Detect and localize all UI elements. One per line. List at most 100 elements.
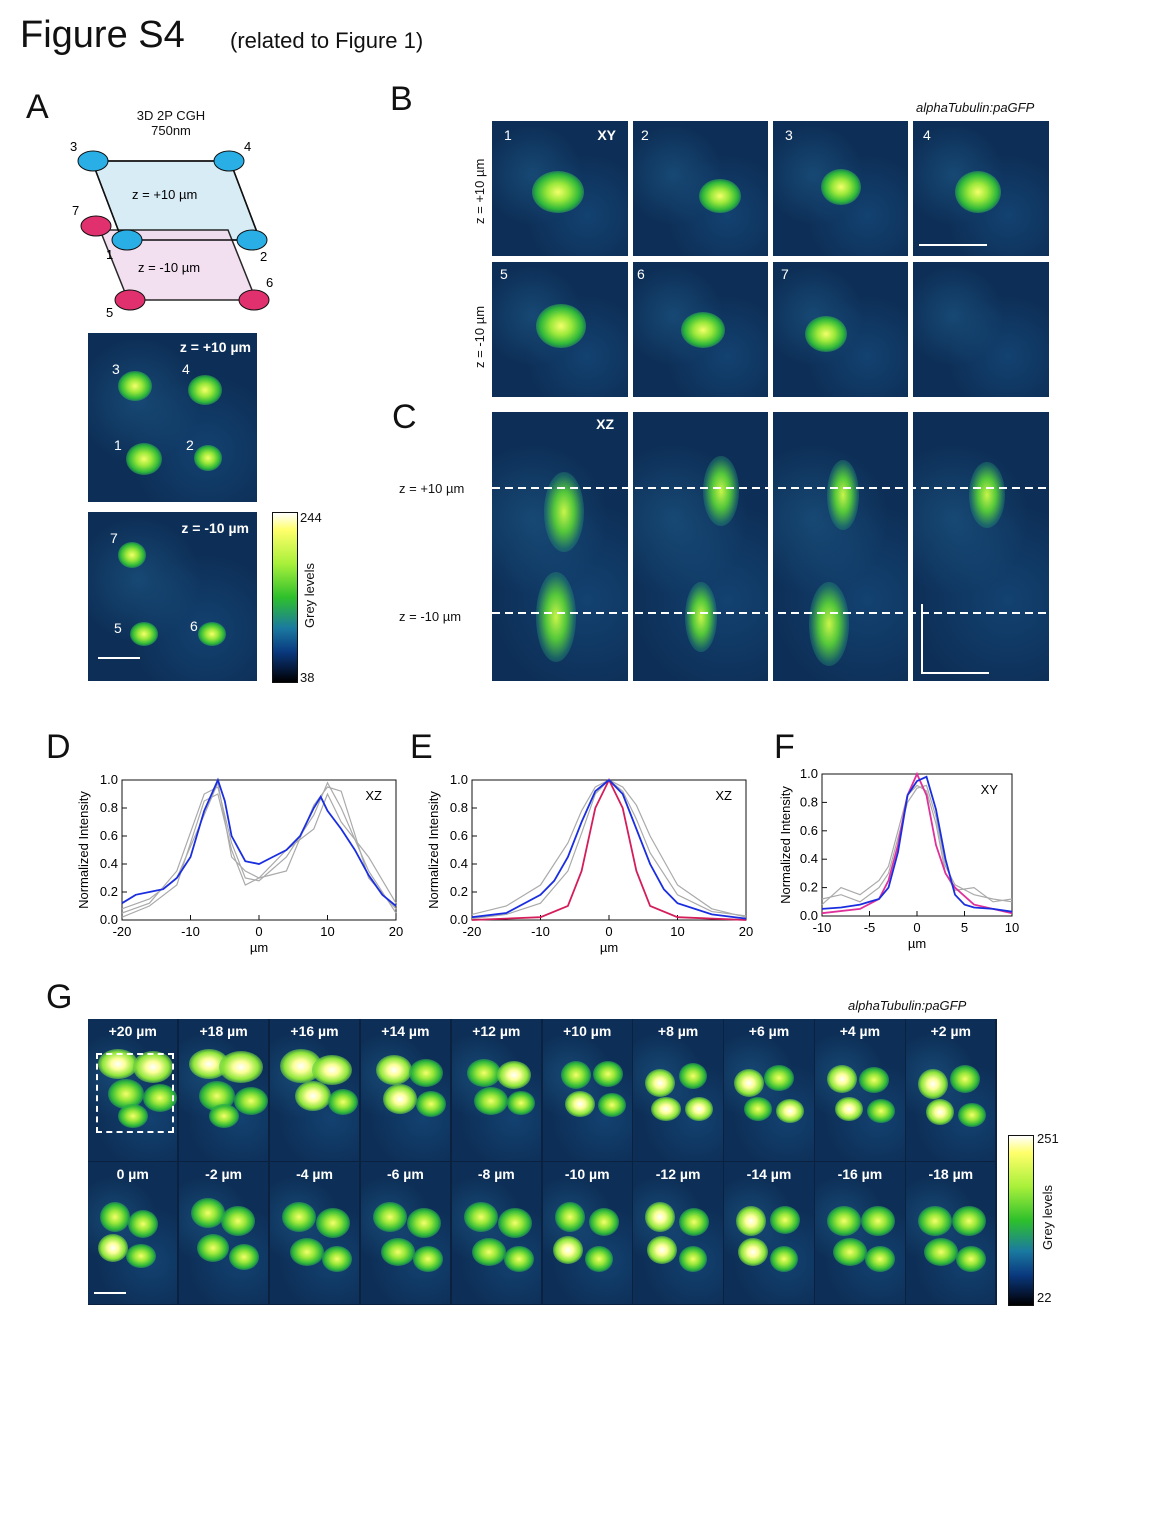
x-tick-label: -10: [181, 924, 200, 939]
tile-b-4: 4: [913, 121, 1049, 256]
cell-cluster: [294, 1081, 331, 1111]
cell-b-7: [805, 316, 847, 352]
cell-cluster: [415, 1091, 446, 1117]
series-line: [471, 778, 747, 920]
cell-cluster: [281, 1202, 316, 1232]
z-slice-label: -18 µm: [928, 1166, 974, 1182]
tile-b-2-number: 2: [641, 127, 649, 143]
series-line: [821, 784, 1013, 906]
plot-e: 0.0 0.2 0.4 0.6 0.8 1.0 -20 -10 0 10 20 XZ µm Normali…: [426, 772, 753, 955]
tile-b-8: [913, 262, 1049, 397]
cell-cluster: [208, 1104, 239, 1128]
spot-5: [114, 289, 146, 311]
plot-f: 0.0 0.2 0.4 0.6 0.8 1.0 -10 -5 0 5 10 XY µm Normalize…: [778, 766, 1019, 951]
z-slice-label: -14 µm: [746, 1166, 792, 1182]
xz-cell-c1-lower: [536, 572, 576, 662]
cell-cluster: [734, 1069, 765, 1097]
z-slice-label: -12 µm: [655, 1166, 701, 1182]
method-label: 3D 2P CGH 750nm: [126, 108, 216, 138]
z-slice-tile: +20 µm: [88, 1019, 178, 1161]
cell-cluster: [126, 1244, 156, 1268]
image-a-lower: z = -10 µm 7 5 6: [88, 512, 257, 681]
y-tick-label: 0.2: [100, 884, 118, 899]
upper-plane-label: z = +10 µm: [132, 187, 197, 202]
z-slice-tile: +14 µm: [360, 1019, 451, 1161]
cell-label-2: 2: [186, 437, 194, 453]
x-tick-label: 0: [913, 920, 920, 935]
z-slice-label: -2 µm: [205, 1166, 243, 1182]
cell-cluster: [645, 1202, 676, 1232]
cell-cluster: [552, 1236, 583, 1264]
colorbar-a-max: 244: [300, 510, 322, 525]
plot-frame: [471, 779, 747, 921]
xz-cell-c4-upper: [969, 462, 1005, 528]
colorbar-a-label: Grey levels: [302, 562, 317, 628]
cell-6: [198, 622, 226, 646]
y-tick-label: 0.6: [100, 828, 118, 843]
cell-cluster: [143, 1084, 177, 1112]
lower-plane-label: z = -10 µm: [138, 260, 200, 275]
z-slice-label: 0 µm: [116, 1166, 149, 1182]
cell-label-1: 1: [114, 437, 122, 453]
x-tick-label: -20: [463, 924, 482, 939]
y-tick-label: 0.0: [450, 912, 468, 927]
cell-cluster: [867, 1099, 896, 1123]
tile-c-2: [633, 412, 768, 681]
panel-label-c: C: [392, 398, 417, 436]
cell-cluster: [827, 1065, 858, 1093]
row-label-b-upper: z = +10 µm: [472, 158, 487, 224]
cell-cluster: [375, 1055, 412, 1085]
spot-6: [238, 289, 270, 311]
series-line: [471, 779, 747, 917]
x-tick-label: 20: [389, 924, 403, 939]
cell-cluster: [861, 1206, 896, 1236]
z-slice-label: +4 µm: [839, 1023, 881, 1039]
cell-cluster: [924, 1238, 959, 1266]
cell-cluster: [98, 1234, 128, 1262]
z-slice-tile: +2 µm: [906, 1019, 996, 1161]
cell-b-4: [955, 171, 1001, 213]
cell-b-1: [532, 171, 584, 213]
cell-cluster: [321, 1246, 352, 1272]
cell-cluster: [228, 1244, 259, 1270]
tile-b-1-number: 1: [504, 127, 512, 143]
tile-c-view-label: XZ: [596, 416, 614, 432]
x-tick-label: 0: [605, 924, 612, 939]
spot-number-6: 6: [266, 275, 273, 290]
tile-b-5: 5: [492, 262, 628, 397]
y-tick-label: 1.0: [100, 772, 118, 787]
z-slice-tile: +12 µm: [451, 1019, 541, 1161]
view-tag: XY: [981, 782, 999, 797]
series-line: [821, 784, 1013, 903]
cell-b-5: [536, 304, 586, 348]
cell-cluster: [738, 1238, 769, 1266]
z-slice-tile: -4 µm: [269, 1162, 360, 1304]
spot-number-2: 2: [260, 249, 267, 264]
z-slice-label: +16 µm: [290, 1023, 339, 1039]
cell-cluster: [592, 1061, 623, 1087]
row-label-b-lower: z = -10 µm: [472, 305, 487, 368]
cell-4: [188, 375, 222, 405]
tile-b-3: 3: [773, 121, 908, 256]
z-slice-tile: -6 µm: [360, 1162, 451, 1304]
cell-cluster: [865, 1246, 896, 1272]
cell-cluster: [315, 1208, 350, 1238]
cell-b-2: [699, 179, 741, 213]
series-line: [121, 780, 397, 910]
series-line: [471, 777, 747, 921]
y-tick-label: 1.0: [450, 772, 468, 787]
tile-b-3-number: 3: [785, 127, 793, 143]
cell-cluster: [833, 1238, 868, 1266]
x-tick-label: -10: [813, 920, 832, 935]
cell-cluster: [950, 1065, 981, 1093]
y-tick-label: 1.0: [800, 766, 818, 781]
cell-cluster: [133, 1051, 173, 1083]
cell-cluster: [827, 1206, 862, 1236]
cell-cluster: [956, 1246, 987, 1272]
cell-cluster: [506, 1091, 535, 1115]
z-stack-grid: +20 µm +18 µm +16 µm +14 µm +12 µm +10 µm +8 µ…: [88, 1019, 997, 1305]
z-slice-tile: +4 µm: [815, 1019, 905, 1161]
cell-cluster: [651, 1097, 682, 1121]
cell-cluster: [473, 1087, 508, 1115]
cell-cluster: [679, 1208, 710, 1236]
